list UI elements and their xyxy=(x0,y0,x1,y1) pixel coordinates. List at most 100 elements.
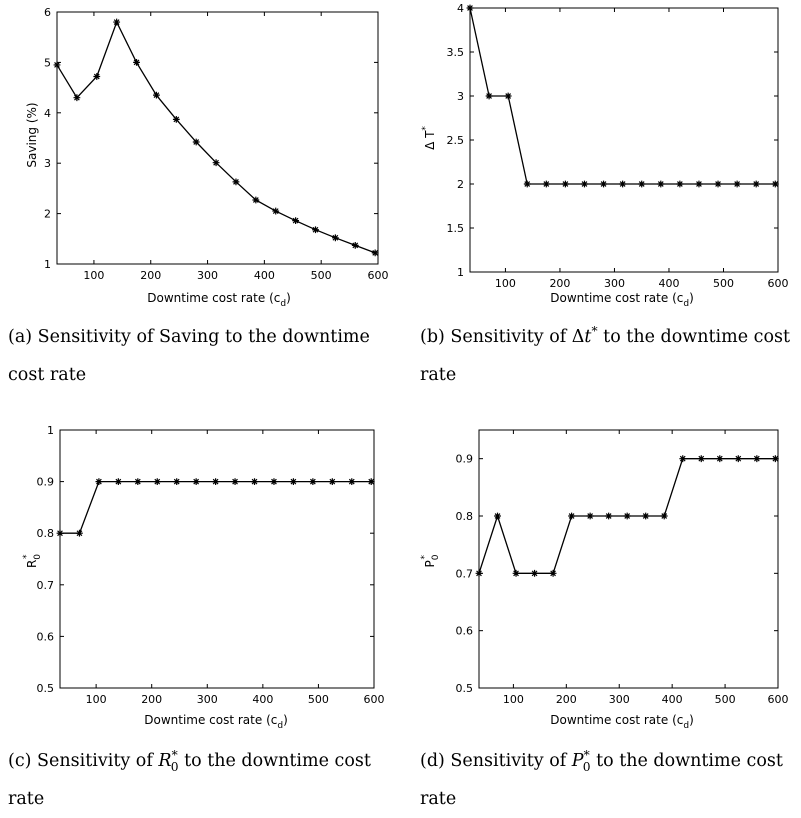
saving-data-point xyxy=(351,241,359,249)
delta-t-data-point xyxy=(657,180,665,188)
delta-t-x-tick-label: 300 xyxy=(604,277,625,290)
delta-t-data-point xyxy=(619,180,627,188)
r0-data-point xyxy=(56,529,64,537)
delta-t-y-axis-label: Δ T* xyxy=(421,126,437,150)
saving-data-point xyxy=(192,138,200,146)
delta-t-y-tick-label: 2 xyxy=(457,178,464,191)
r0-data-point xyxy=(309,478,317,485)
r0-x-tick-label: 200 xyxy=(141,693,162,706)
delta-t-y-tick-label: 3.5 xyxy=(447,46,465,59)
r0-data-point xyxy=(251,478,258,485)
r0-data-point xyxy=(134,478,142,485)
p0-data-point xyxy=(660,512,668,520)
saving-y-tick-label: 5 xyxy=(44,56,51,69)
p0-data-point xyxy=(753,455,761,463)
delta-t-x-tick-label: 400 xyxy=(658,277,679,290)
r0-y-tick-label: 0.9 xyxy=(37,476,55,489)
r0-data-point xyxy=(114,478,122,485)
delta-t-data-point xyxy=(695,180,703,188)
r0-x-axis-label: Downtime cost rate (cd) xyxy=(144,713,288,731)
r0-x-tick-label: 600 xyxy=(364,693,385,706)
saving-x-axis-label: Downtime cost rate (cd) xyxy=(147,291,291,309)
saving-x-tick-label: 200 xyxy=(140,269,161,282)
r0-y-tick-label: 0.6 xyxy=(37,630,55,643)
saving-data-point xyxy=(93,73,101,80)
delta-t-x-axis-label: Downtime cost rate (cd) xyxy=(550,291,694,309)
p0-data-point xyxy=(475,569,483,577)
delta-t-data-point xyxy=(581,180,588,188)
p0-data-point xyxy=(716,455,724,463)
delta-t-y-tick-label: 3 xyxy=(457,90,464,103)
p0-data-point xyxy=(771,455,779,463)
delta-t-data-point xyxy=(600,180,607,188)
delta-t-data-point xyxy=(714,180,722,188)
delta-t-y-tick-label: 1 xyxy=(457,266,464,279)
p0-data-point xyxy=(623,512,631,520)
saving-x-tick-label: 400 xyxy=(254,269,275,282)
p0-plot-frame xyxy=(478,429,779,689)
saving-y-tick-label: 4 xyxy=(44,107,51,120)
caption-a: (a) Sensitivity of Saving to the downtim… xyxy=(8,327,370,385)
r0-chart: 100 200 300 400 500 600 0.5 0.6 0.7 0.8 0.9 1 Downt… xyxy=(22,424,385,731)
panel-delta-t: 100 200 300 400 500 600 1 1.5 2 2.5 3 3.5 4 Downtime… xyxy=(400,0,800,406)
delta-t-data-point xyxy=(733,180,741,188)
saving-data-point xyxy=(172,115,180,123)
saving-data-point xyxy=(53,61,61,69)
p0-x-axis-label: Downtime cost rate (cd) xyxy=(550,713,694,731)
r0-data-point xyxy=(173,478,181,485)
caption-c: (c) Sensitivity of R*0 to the downtime c… xyxy=(8,748,371,809)
p0-marks: 100 200 300 400 500 600 0.5 0.6 0.7 0.8 0.9 xyxy=(456,429,789,706)
delta-t-data-point xyxy=(485,92,493,100)
saving-chart: 100 200 300 400 500 600 1 2 3 4 5 6 Downtime cost r… xyxy=(25,6,389,309)
delta-t-series-line xyxy=(469,7,776,185)
p0-chart: 100 200 300 400 500 600 0.5 0.6 0.7 0.8 0.9 Downti… xyxy=(420,429,789,731)
p0-y-axis-label: P0* xyxy=(420,554,441,567)
saving-y-tick-label: 3 xyxy=(44,157,51,170)
delta-t-data-point xyxy=(542,180,550,188)
p0-x-tick-label: 200 xyxy=(556,693,577,706)
saving-y-axis-label: Saving (%) xyxy=(25,102,39,167)
delta-t-x-tick-label: 600 xyxy=(768,277,789,290)
r0-series-line xyxy=(60,480,372,534)
r0-data-point xyxy=(95,478,103,485)
delta-t-data-point xyxy=(752,180,760,188)
r0-data-point xyxy=(328,478,336,485)
saving-plot-frame xyxy=(56,11,379,265)
delta-t-data-point xyxy=(638,180,646,188)
delta-t-x-tick-label: 100 xyxy=(495,277,516,290)
saving-y-tick-label: 1 xyxy=(44,258,51,271)
r0-data-point xyxy=(348,478,356,485)
p0-x-tick-label: 100 xyxy=(503,693,524,706)
saving-data-point xyxy=(331,234,339,242)
r0-data-point xyxy=(76,529,83,537)
p0-x-tick-label: 500 xyxy=(715,693,736,706)
saving-y-tick-label: 6 xyxy=(44,6,51,19)
delta-t-data-point xyxy=(561,180,569,188)
saving-data-point xyxy=(371,249,379,257)
r0-data-point xyxy=(192,478,200,485)
saving-data-point xyxy=(252,196,260,204)
saving-data-point xyxy=(73,94,81,102)
saving-data-point xyxy=(272,207,280,215)
delta-t-x-tick-label: 200 xyxy=(549,277,570,290)
delta-t-marks: 100 200 300 400 500 600 1 1.5 2 2.5 3 3.5 4 xyxy=(447,2,789,290)
r0-y-axis-label: R0* xyxy=(22,554,43,568)
saving-y-tick-label: 2 xyxy=(44,208,51,221)
p0-data-point xyxy=(549,569,557,577)
delta-t-plot-frame xyxy=(469,7,779,273)
r0-x-tick-label: 300 xyxy=(197,693,218,706)
delta-t-data-point xyxy=(466,4,474,12)
delta-t-data-point xyxy=(523,180,531,188)
p0-data-point xyxy=(734,455,742,463)
saving-x-tick-label: 500 xyxy=(311,269,332,282)
caption-d: (d) Sensitivity of P*0 to the downtime c… xyxy=(420,748,783,809)
r0-y-tick-label: 0.5 xyxy=(37,682,55,695)
panel-p0: 100 200 300 400 500 600 0.5 0.6 0.7 0.8 0.9 Downti… xyxy=(400,406,800,812)
r0-x-tick-label: 500 xyxy=(308,693,329,706)
delta-t-data-point xyxy=(676,180,684,188)
panel-saving: 100 200 300 400 500 600 1 2 3 4 5 6 Downtime cost r… xyxy=(0,0,400,406)
p0-y-tick-label: 0.9 xyxy=(456,453,474,466)
r0-x-tick-label: 400 xyxy=(252,693,273,706)
r0-x-tick-label: 100 xyxy=(86,693,107,706)
r0-data-point xyxy=(153,478,161,485)
